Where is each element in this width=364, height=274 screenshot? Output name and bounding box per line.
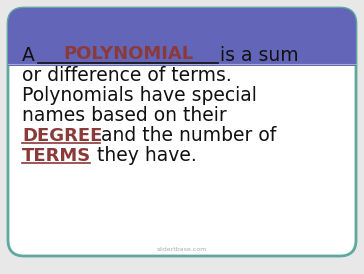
Text: or difference of terms.: or difference of terms. (22, 66, 232, 85)
Text: slidertbase.com: slidertbase.com (157, 247, 207, 252)
Text: A: A (22, 46, 35, 65)
Text: Polynomials have special: Polynomials have special (22, 86, 257, 105)
Text: and the number of: and the number of (101, 126, 276, 145)
Text: names based on their: names based on their (22, 106, 227, 125)
Text: TERMS: TERMS (22, 147, 91, 165)
Bar (8, 37, 356, 66)
Text: POLYNOMIAL: POLYNOMIAL (63, 45, 193, 63)
FancyBboxPatch shape (8, 8, 356, 66)
Text: DEGREE: DEGREE (22, 127, 102, 145)
FancyBboxPatch shape (8, 8, 356, 256)
Text: they have.: they have. (91, 146, 197, 165)
Text: is a sum: is a sum (220, 46, 298, 65)
